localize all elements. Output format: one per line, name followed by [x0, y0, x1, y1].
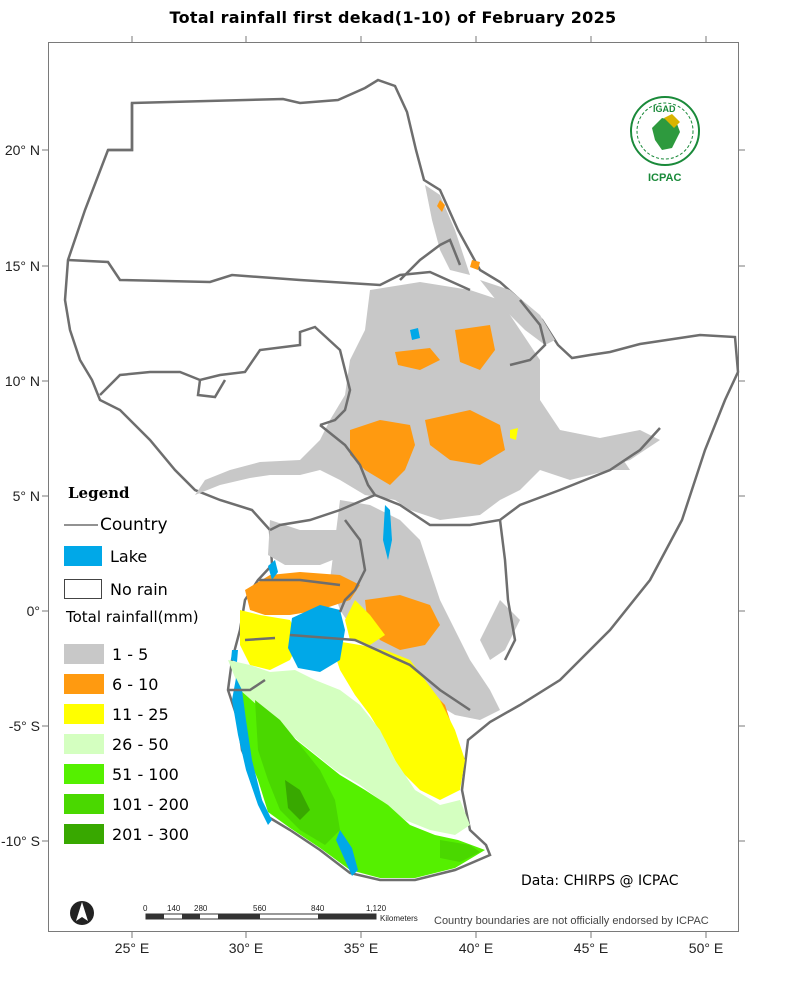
lake-turkana [383, 505, 392, 560]
lat-label-20n: 20° N [4, 142, 40, 158]
legend-class-label: 6 - 10 [112, 674, 159, 694]
legend-title: Legend [68, 484, 130, 502]
map-title: Total rainfall first dekad(1-10) of Febr… [169, 8, 617, 27]
lat-label-0: 0° [26, 603, 40, 619]
lat-label-10s: -10° S [0, 833, 40, 849]
legend-country-row: Country [64, 513, 168, 537]
lon-label-35e: 35° E [343, 940, 379, 956]
rain-class-26-50-areas [228, 660, 470, 835]
lake-swatch [64, 546, 102, 566]
class-swatch-26-50 [64, 734, 104, 754]
legend-class-row: 26 - 50 [64, 732, 169, 756]
lake-albert [268, 560, 278, 580]
igad-logo-bottom-text: ICPAC [648, 172, 682, 184]
lat-label-5n: 5° N [12, 488, 40, 504]
legend-class-label: 101 - 200 [112, 794, 190, 814]
igad-logo [630, 96, 700, 166]
legend-no-rain-row: No rain [64, 577, 168, 601]
rain-class-51-100-areas [240, 690, 485, 878]
rain-class-101-200-areas [255, 700, 480, 862]
legend-no-rain-label: No rain [110, 579, 168, 599]
lat-label-10n: 10° N [4, 373, 40, 389]
no-rain-swatch [64, 579, 102, 599]
legend-class-row: 1 - 5 [64, 642, 148, 666]
class-swatch-11-25 [64, 704, 104, 724]
map-frame [48, 42, 739, 932]
lat-label-5s: -5° S [8, 718, 40, 734]
lake-tanganyika [232, 678, 272, 825]
country-boundaries [67, 103, 661, 712]
lake-tana [410, 328, 420, 340]
class-swatch-101-200 [64, 794, 104, 814]
lakes [231, 328, 420, 876]
igad-logo-top-text: IGAD [653, 104, 676, 114]
legend-lake-row: Lake [64, 544, 147, 568]
country-line-icon [64, 524, 98, 526]
lat-label-15n: 15° N [4, 258, 40, 274]
lon-label-30e: 30° E [228, 940, 264, 956]
legend-class-label: 26 - 50 [112, 734, 169, 754]
lake-victoria [288, 605, 345, 672]
legend-class-row: 11 - 25 [64, 702, 169, 726]
legend-class-row: 51 - 100 [64, 762, 179, 786]
lon-label-25e: 25° E [114, 940, 150, 956]
legend-class-label: 1 - 5 [112, 644, 149, 664]
scale-tick-label: 1,120 [366, 904, 387, 913]
class-swatch-1-5 [64, 644, 104, 664]
lake-kivu [231, 650, 238, 662]
north-arrow-icon [70, 901, 94, 925]
class-swatch-6-10 [64, 674, 104, 694]
legend-lake-label: Lake [110, 546, 148, 566]
rain-class-11-25-areas [240, 428, 518, 800]
axis-ticks [42, 36, 745, 938]
lon-label-45e: 45° E [573, 940, 609, 956]
lon-label-50e: 50° E [688, 940, 724, 956]
scale-tick-label: 140 [167, 904, 181, 913]
legend-class-label: 201 - 300 [112, 824, 190, 844]
lon-label-40e: 40° E [458, 940, 494, 956]
rain-class-201-300-areas [285, 780, 310, 820]
legend-class-label: 51 - 100 [112, 764, 179, 784]
legend-rainfall-heading: Total rainfall(mm) [66, 608, 199, 626]
data-source: Data: CHIRPS @ ICPAC [521, 873, 679, 889]
scale-tick-label: 840 [311, 904, 325, 913]
scale-tick-label: 560 [253, 904, 267, 913]
legend-class-row: 101 - 200 [64, 792, 189, 816]
scale-tick-label: 280 [194, 904, 208, 913]
scale-unit-label: Kilometers [380, 914, 418, 923]
legend-class-row: 201 - 300 [64, 822, 189, 846]
legend-country-label: Country [100, 515, 168, 535]
lake-malawi [336, 830, 358, 876]
scale-tick-label: 0 [143, 904, 148, 913]
legend-class-label: 11 - 25 [112, 704, 169, 724]
legend-class-row: 6 - 10 [64, 672, 158, 696]
class-swatch-201-300 [64, 824, 104, 844]
scale-bar [145, 913, 377, 920]
class-swatch-51-100 [64, 764, 104, 784]
boundary-disclaimer: Country boundaries are not officially en… [434, 915, 709, 927]
